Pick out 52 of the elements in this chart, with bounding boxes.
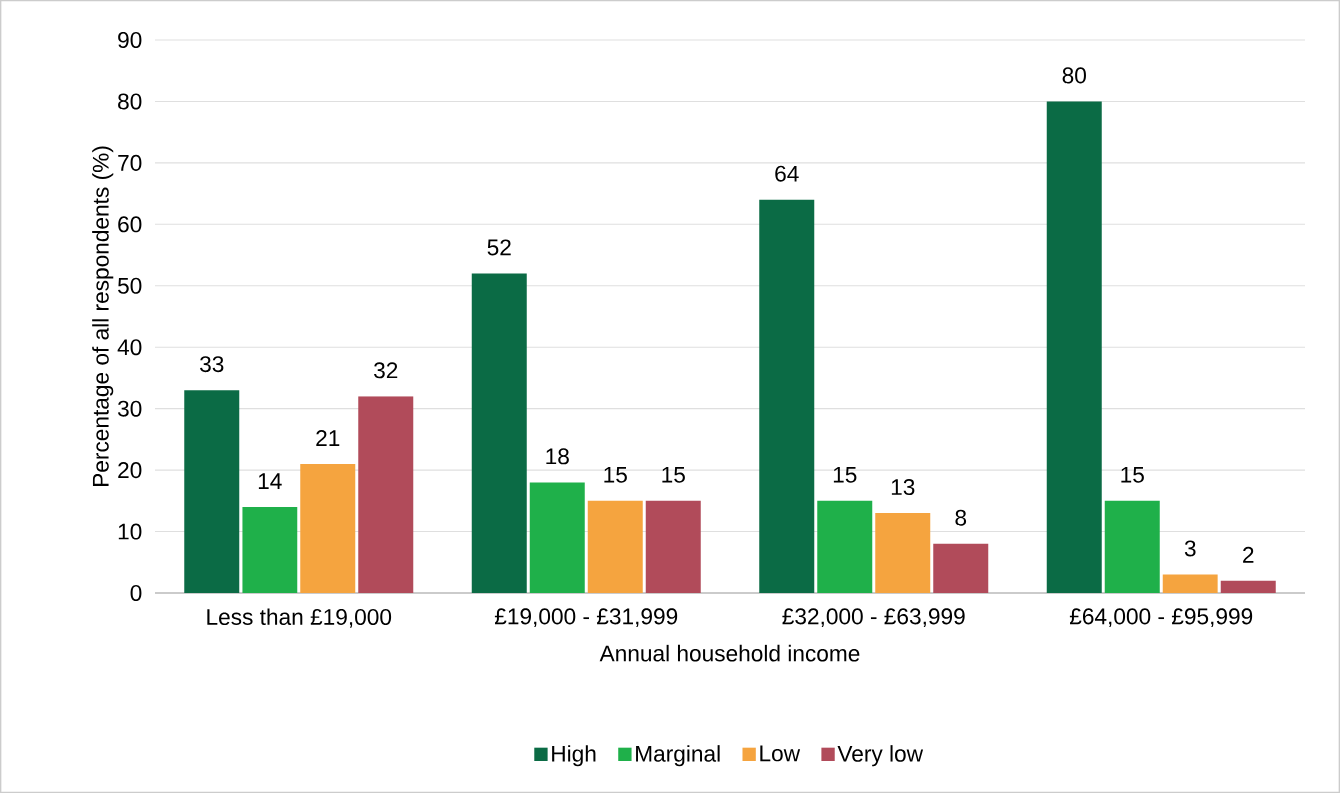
legend-label: High xyxy=(552,745,596,767)
bar xyxy=(875,513,931,593)
y-tick-label: 70 xyxy=(118,154,142,171)
y-tick-label: 80 xyxy=(118,93,142,110)
bar xyxy=(529,482,585,593)
bar xyxy=(645,500,701,593)
legend-label: Low xyxy=(760,745,801,762)
bar xyxy=(242,506,298,593)
data-label: 15 xyxy=(662,466,685,483)
y-tick-label: 30 xyxy=(117,400,142,417)
x-tick-label: £64,000 - £95,999 xyxy=(1069,608,1253,628)
data-label: 80 xyxy=(1062,67,1086,84)
bar xyxy=(300,463,356,593)
bar xyxy=(759,199,815,593)
legend-label: Marginal xyxy=(636,745,720,767)
x-tick-label: £19,000 - £31,999 xyxy=(494,608,678,628)
y-tick-label: 50 xyxy=(117,277,142,294)
data-label: 32 xyxy=(374,362,398,379)
data-label: 64 xyxy=(775,165,799,182)
bar xyxy=(817,500,873,593)
y-tick-label: 10 xyxy=(118,523,142,540)
data-label: 2 xyxy=(1243,546,1254,563)
y-tick-label: 90 xyxy=(118,31,142,49)
data-label: 8 xyxy=(955,509,967,526)
data-label: 14 xyxy=(258,473,282,489)
y-tick-label: 60 xyxy=(118,216,142,233)
data-label: 15 xyxy=(604,466,627,483)
bar xyxy=(587,500,643,593)
bar xyxy=(1046,101,1102,593)
data-label: 15 xyxy=(1121,466,1144,483)
y-tick-label: 0 xyxy=(130,584,142,602)
data-label: 33 xyxy=(200,356,224,373)
y-tick-label: 40 xyxy=(117,339,142,356)
legend-label: Very low xyxy=(837,745,924,767)
bar xyxy=(358,396,414,593)
data-label: 52 xyxy=(487,239,511,256)
data-label: 13 xyxy=(891,479,915,496)
data-label: 15 xyxy=(833,466,857,483)
bar xyxy=(1162,574,1218,593)
bar xyxy=(184,390,240,593)
bar xyxy=(471,273,527,593)
data-label: 3 xyxy=(1184,540,1196,557)
bar xyxy=(933,543,989,593)
bar xyxy=(1220,580,1276,593)
data-label: 21 xyxy=(316,430,340,446)
bar xyxy=(1104,500,1160,593)
x-tick-label: Less than £19,000 xyxy=(207,608,392,628)
y-axis-title: Percentage of all respondents (%) xyxy=(92,146,114,486)
x-axis-title: Annual household income xyxy=(599,644,860,662)
data-label: 18 xyxy=(546,448,569,465)
y-tick-label: 20 xyxy=(118,462,142,479)
x-tick-label: £32,000 - £63,999 xyxy=(782,608,965,628)
